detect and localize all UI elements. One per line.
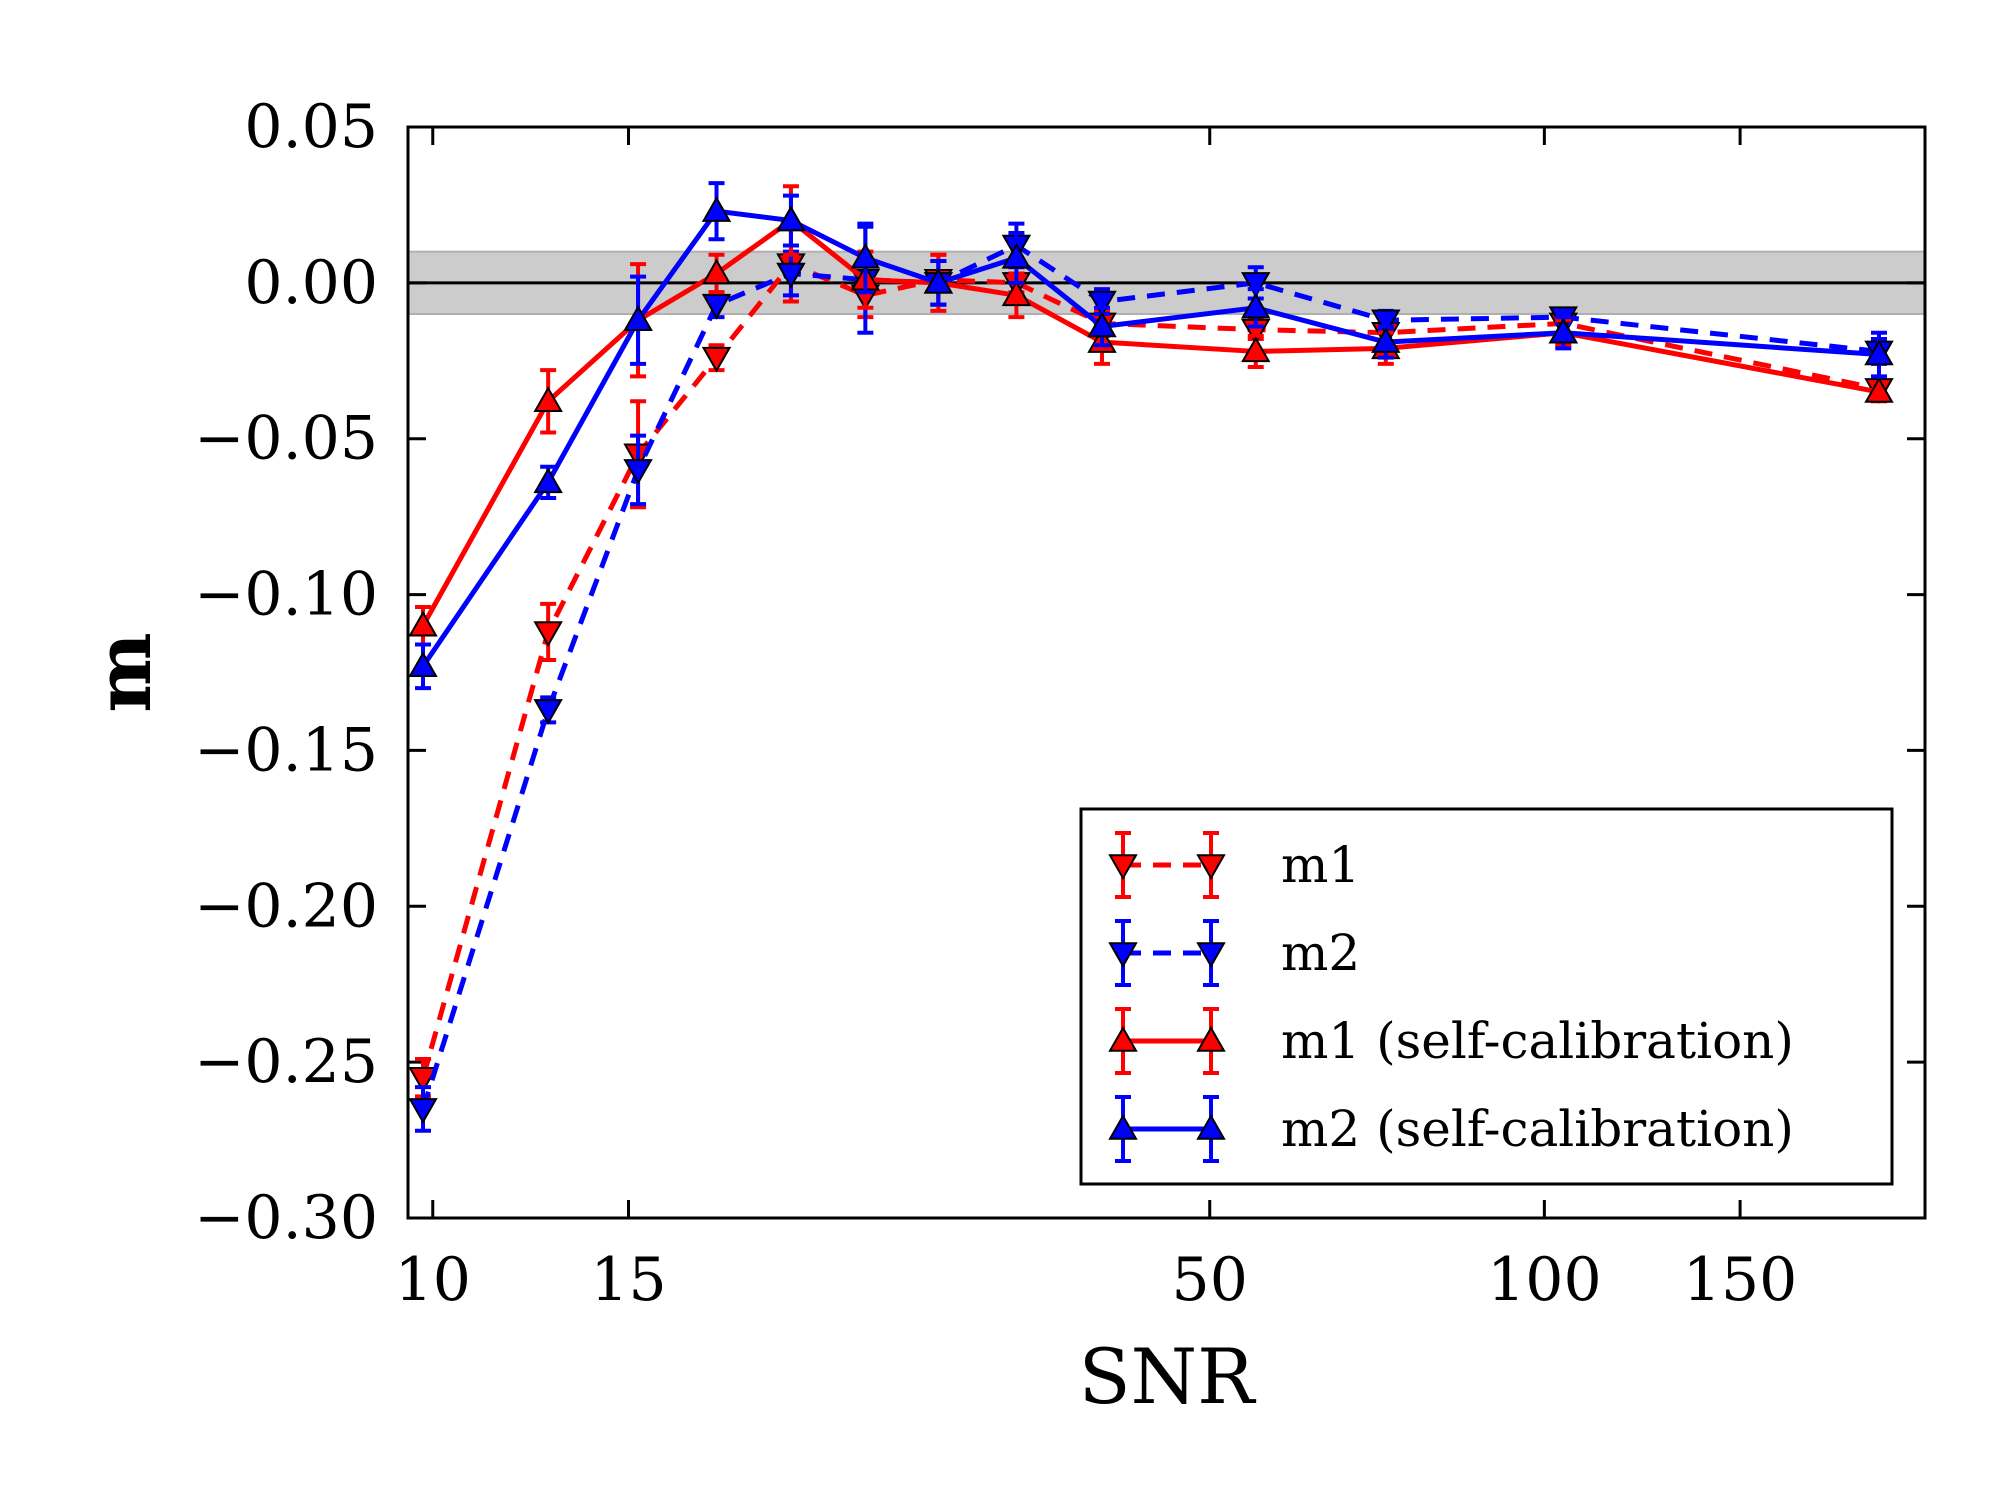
legend-marker [1108, 854, 1138, 881]
data-point [701, 293, 732, 320]
data-point [1864, 339, 1894, 366]
y-tick-label: −0.05 [194, 404, 378, 474]
legend-marker [1108, 942, 1138, 969]
data-point [1001, 280, 1032, 307]
x-tick-label: 10 [395, 1245, 471, 1315]
legend-marker [1108, 1113, 1138, 1140]
data-point [701, 346, 732, 373]
data-point [1371, 309, 1401, 336]
y-tick-label: −0.25 [194, 1027, 378, 1097]
x-tick-label: 150 [1683, 1245, 1798, 1315]
legend-item-m1-self-calibration: m1 (self-calibration) [1108, 1007, 1794, 1075]
data-point [408, 1066, 438, 1093]
legend-label: m2 (self-calibration) [1281, 1100, 1794, 1158]
data-point [408, 651, 438, 678]
series-m2-self-calibration [408, 181, 1894, 691]
legend-marker [1196, 942, 1226, 969]
data-point [623, 459, 653, 485]
data-point [533, 467, 563, 494]
series-layer [408, 181, 1894, 1133]
data-point [701, 258, 732, 285]
data-point [533, 699, 563, 725]
y-tick-label: 0.00 [244, 248, 378, 318]
data-point [408, 610, 438, 637]
data-point [776, 262, 806, 289]
legend-item-m2-self-calibration: m2 (self-calibration) [1108, 1095, 1794, 1163]
legend-marker [1196, 1113, 1226, 1140]
legend: m1 m2 m1 (self-calibration) m2 (self-calibr… [1079, 807, 1894, 1186]
data-point [1087, 311, 1117, 338]
data-point [776, 205, 806, 232]
data-point [1864, 376, 1894, 403]
data-point [1241, 292, 1271, 319]
legend-label: m1 (self-calibration) [1281, 1012, 1794, 1070]
tick-labels: 0.050.00−0.05−0.10−0.15−0.20−0.25−0.3010… [194, 92, 1797, 1315]
reference-band-layer [407, 250, 1926, 316]
data-point [701, 196, 732, 222]
data-point [623, 305, 653, 332]
legend-marker [1108, 1025, 1138, 1052]
y-tick-label: −0.30 [194, 1183, 378, 1253]
data-point [923, 267, 954, 294]
legend-marker [1196, 1025, 1226, 1052]
y-tick-label: −0.15 [194, 715, 378, 785]
data-point [1241, 336, 1271, 363]
x-axis-label: SNR [1079, 1332, 1258, 1421]
legend-frame [1079, 807, 1894, 1186]
data-point [533, 621, 563, 647]
legend-marker [1196, 854, 1226, 881]
y-tick-label: −0.10 [194, 560, 378, 630]
data-point [1087, 290, 1117, 317]
y-tick-label: 0.05 [244, 92, 378, 162]
data-point [1371, 327, 1401, 353]
legend-item-m2: m2 [1108, 919, 1360, 987]
x-tick-label: 100 [1487, 1245, 1602, 1315]
data-point [850, 242, 881, 269]
legend-label: m1 [1281, 836, 1360, 894]
data-point [1548, 317, 1579, 344]
plot-frame [406, 125, 1927, 1220]
data-point [408, 1098, 438, 1124]
data-point [1001, 242, 1032, 269]
x-tick-label: 50 [1172, 1245, 1248, 1315]
data-point [1241, 272, 1271, 298]
legend-item-m1: m1 [1108, 831, 1360, 899]
y-axis-label: m [79, 632, 168, 712]
y-tick-label: −0.20 [194, 871, 378, 941]
data-point [533, 386, 563, 413]
x-tick-label: 15 [590, 1245, 666, 1315]
legend-label: m2 [1281, 924, 1360, 982]
